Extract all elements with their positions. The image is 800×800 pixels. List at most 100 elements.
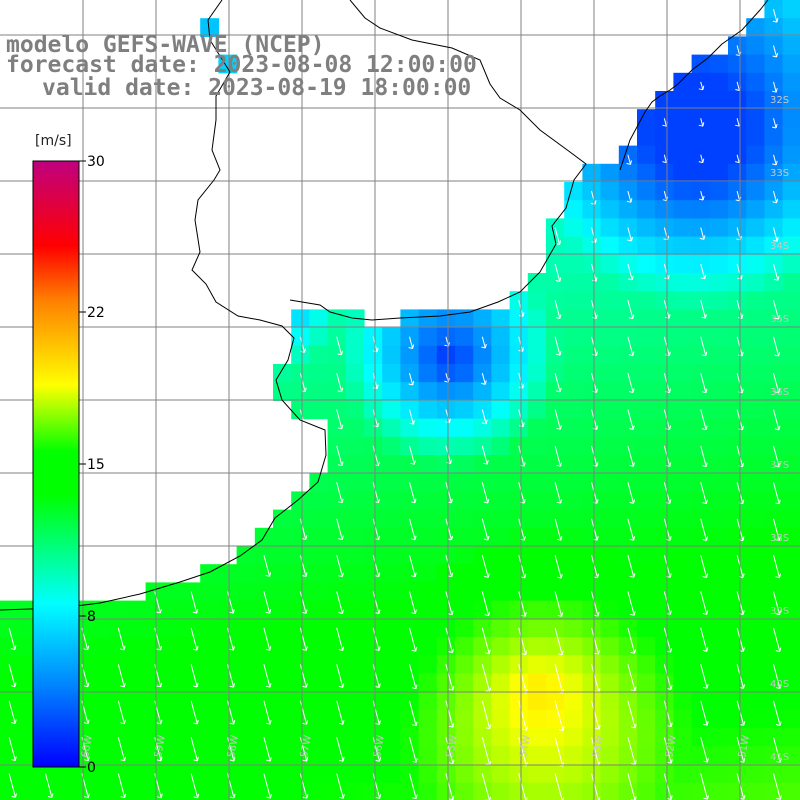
field-cell [746, 637, 765, 656]
field-cell [527, 455, 547, 474]
field-cell [309, 364, 329, 383]
wind-arrow-head [156, 648, 161, 651]
wind-arrow [700, 482, 707, 504]
field-cell [400, 564, 420, 583]
wind-arrow [627, 773, 636, 800]
field-cell [746, 218, 765, 238]
wind-arrow [773, 627, 781, 652]
wind-arrow-head [628, 354, 634, 357]
wind-arrow-head [341, 461, 344, 466]
wind-arrow [773, 445, 780, 467]
wind-arrow-head [735, 54, 740, 57]
field-cell [618, 491, 638, 511]
field-cell [0, 637, 19, 656]
wind-arrow-head [741, 351, 744, 357]
field-cell [145, 673, 165, 693]
wind-arrow-head [338, 649, 343, 651]
field-cell [764, 709, 784, 729]
wind-arrow-head [414, 572, 417, 577]
field-cell [345, 491, 365, 511]
field-cell [418, 655, 438, 674]
wind-arrow [481, 773, 490, 800]
wind-arrow-head [337, 427, 342, 430]
field-cell [728, 309, 747, 329]
wind-arrow-head [592, 390, 597, 393]
field-cell [109, 637, 128, 656]
field-cell [309, 782, 329, 800]
field-cell [436, 673, 456, 693]
wind-arrow [700, 591, 708, 615]
wind-arrow-head [342, 609, 344, 614]
wind-arrow-head [702, 85, 705, 90]
field-cell [455, 746, 474, 765]
field-cell [491, 400, 511, 420]
wind-arrow-head [740, 275, 743, 280]
field-cell [455, 491, 474, 511]
field-cell [709, 145, 729, 165]
field-cell [600, 509, 620, 529]
field-cell [655, 782, 674, 800]
wind-arrow-head [11, 795, 16, 798]
field-cell [782, 36, 800, 56]
wind-arrow [445, 591, 453, 615]
field-cell [764, 273, 784, 292]
field-cell [309, 473, 329, 492]
wind-arrow-head [524, 612, 527, 617]
field-cell [382, 527, 401, 547]
field-cell [309, 691, 329, 711]
wind-arrow [700, 263, 706, 279]
field-cell [418, 509, 438, 529]
wind-arrow-head [669, 462, 672, 467]
wind-arrow-head [702, 195, 705, 201]
wind-arrow-head [772, 55, 777, 58]
field-cell [709, 254, 729, 274]
field-cell [273, 382, 292, 401]
wind-arrow [445, 627, 453, 653]
field-cell [764, 382, 784, 401]
wind-arrow-head [735, 161, 740, 164]
wind-arrow [372, 627, 380, 651]
wind-arrow-head [705, 425, 708, 430]
wind-arrow-head [269, 683, 272, 688]
field-cell [527, 345, 547, 365]
wind-arrow-head [735, 124, 740, 127]
field-cell [418, 691, 438, 711]
field-cell [582, 236, 602, 256]
field-cell [309, 618, 329, 638]
field-cell [691, 200, 711, 219]
field-cell [564, 400, 583, 420]
field-cell [236, 709, 256, 729]
field-cell [527, 436, 547, 456]
field-cell [673, 127, 693, 147]
field-cell [200, 782, 219, 800]
wind-arrow-head [301, 611, 307, 614]
field-cell [273, 728, 292, 747]
field-cell [382, 364, 401, 383]
field-cell [509, 418, 529, 438]
field-cell [200, 655, 219, 674]
wind-arrow-head [415, 721, 418, 726]
field-cell [600, 182, 620, 201]
wind-arrow-head [669, 536, 672, 541]
wind-arrow-head [739, 235, 742, 241]
wind-arrow-head [707, 795, 709, 800]
field-cell [637, 345, 656, 365]
field-cell [673, 236, 693, 256]
field-cell [327, 637, 347, 656]
field-cell [382, 673, 401, 693]
wind-arrow-head [160, 682, 163, 688]
wind-arrow [518, 518, 525, 541]
wind-arrow [481, 445, 488, 465]
field-cell [327, 382, 347, 401]
field-cell [527, 709, 547, 729]
field-cell [691, 491, 711, 511]
wind-arrow-head [374, 649, 380, 651]
field-cell [273, 527, 292, 547]
wind-arrow-head [124, 793, 127, 798]
wind-arrow-head [446, 462, 451, 464]
wind-arrow-head [525, 650, 528, 655]
wind-arrow-head [451, 572, 454, 577]
wind-arrow-head [486, 460, 489, 465]
field-cell [546, 345, 565, 365]
wind-arrow-head [559, 240, 562, 245]
